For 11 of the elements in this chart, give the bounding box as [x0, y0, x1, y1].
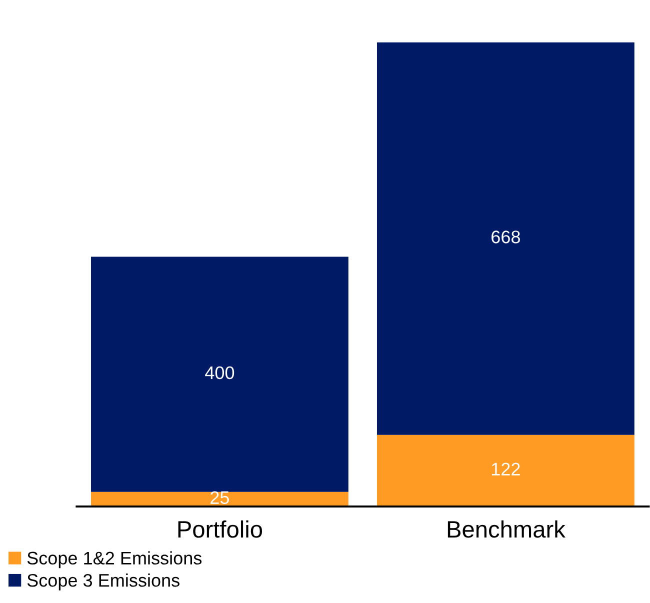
- data-label: 25: [210, 491, 229, 504]
- bar: [377, 434, 634, 507]
- legend-label: Scope 1&2 Emissions: [27, 551, 202, 568]
- x-tick-label: Portfolio: [178, 520, 262, 538]
- data-label: 400: [205, 366, 234, 380]
- x-tick-label: Benchmark: [448, 520, 566, 538]
- bar: [91, 492, 348, 507]
- legend-label: Scope 3 Emissions: [27, 574, 180, 590]
- data-label: 122: [492, 462, 520, 476]
- bar: [91, 256, 348, 492]
- data-label: 668: [492, 230, 520, 244]
